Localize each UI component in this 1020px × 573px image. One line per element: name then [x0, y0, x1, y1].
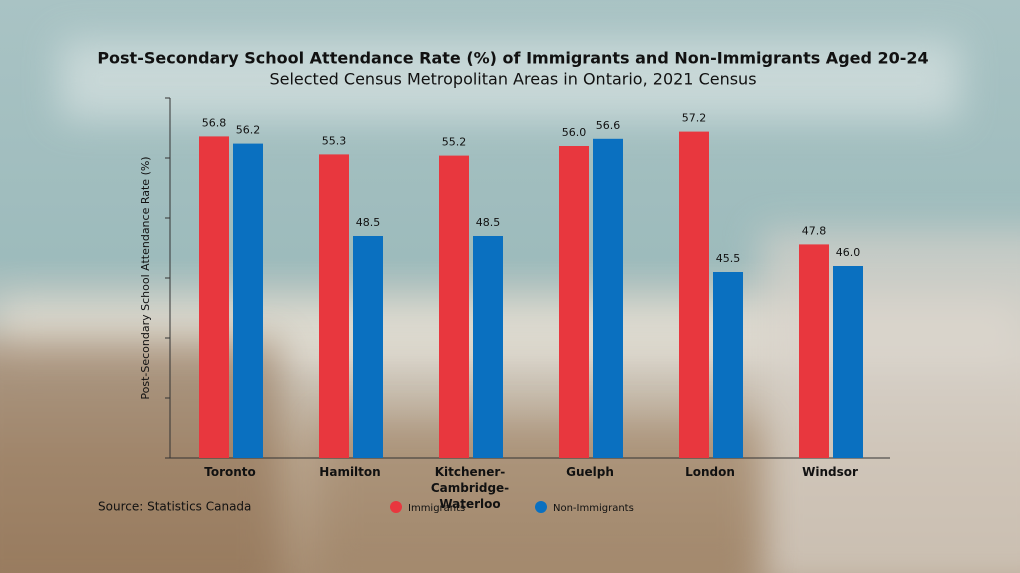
- bar: [593, 138, 623, 459]
- bar: [233, 143, 263, 458]
- value-label: 48.5: [476, 216, 501, 229]
- chart-title: Post-Secondary School Attendance Rate (%…: [97, 49, 928, 68]
- bar: [439, 155, 469, 458]
- x-tick-label: Guelph: [566, 465, 614, 479]
- value-label: 45.5: [716, 252, 741, 265]
- bar: [473, 236, 503, 458]
- x-tick-label: Windsor: [802, 465, 858, 479]
- value-label: 48.5: [356, 216, 381, 229]
- bar: [319, 154, 349, 458]
- y-axis-title: Post-Secondary School Attendance Rate (%…: [139, 156, 152, 399]
- bar: [353, 236, 383, 458]
- legend-marker: [390, 501, 402, 513]
- x-tick-label: Hamilton: [319, 465, 381, 479]
- bar: [559, 146, 589, 458]
- legend-label: Non-Immigrants: [553, 503, 634, 514]
- bar: [799, 244, 829, 458]
- chart-subtitle: Selected Census Metropolitan Areas in On…: [269, 70, 756, 89]
- value-label: 55.2: [442, 136, 467, 149]
- value-label: 56.2: [236, 124, 261, 137]
- source-note: Source: Statistics Canada: [98, 500, 251, 514]
- bar: [679, 131, 709, 458]
- value-label: 55.3: [322, 134, 347, 147]
- background: [60, 40, 960, 120]
- legend-label: Immigrants: [408, 503, 465, 514]
- x-tick-label: Kitchener-Cambridge-Waterloo: [430, 465, 510, 511]
- x-tick-label: London: [685, 465, 735, 479]
- value-label: 56.6: [596, 119, 621, 132]
- value-label: 47.8: [802, 224, 827, 237]
- value-label: 57.2: [682, 112, 707, 125]
- bar: [833, 266, 863, 458]
- value-label: 46.0: [836, 246, 861, 259]
- bar: [713, 272, 743, 458]
- value-label: 56.0: [562, 126, 587, 139]
- value-label: 56.8: [202, 116, 227, 129]
- legend-marker: [535, 501, 547, 513]
- bar: [199, 136, 229, 458]
- x-tick-label: Toronto: [204, 465, 256, 479]
